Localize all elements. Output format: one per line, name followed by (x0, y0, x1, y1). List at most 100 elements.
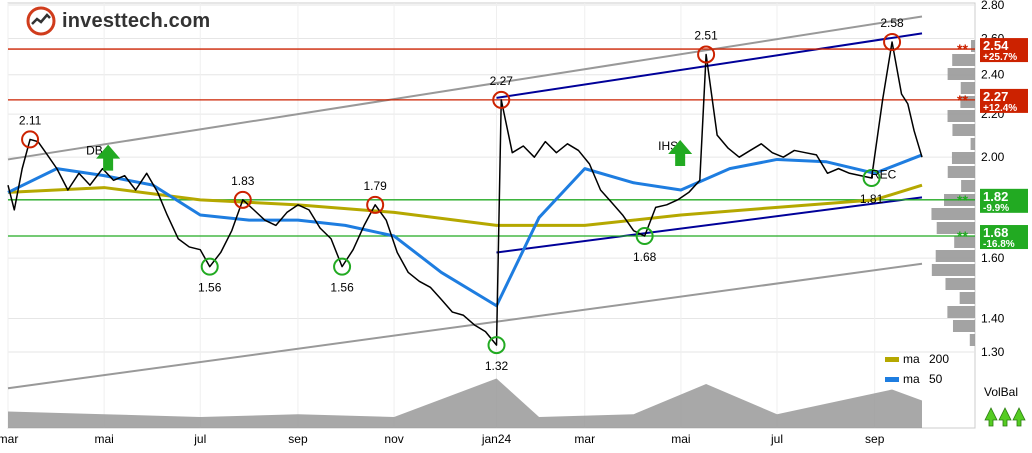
peak-marker (366, 195, 385, 214)
volume-profile-bar (945, 278, 975, 290)
volume-profile-bar (931, 264, 975, 276)
pattern-label: DB (86, 144, 103, 158)
level-change: -9.9% (983, 203, 1009, 214)
peak-marker (883, 33, 902, 52)
level-marker: ** (957, 41, 968, 57)
x-tick-label: mar (0, 432, 18, 446)
level-change: -16.8% (983, 239, 1015, 250)
level-value: 2.54 (983, 38, 1009, 53)
volume-profile-bar (947, 68, 975, 80)
legend-value: 200 (929, 352, 949, 366)
x-tick-label: jan24 (481, 432, 512, 446)
volume-profile-bar (969, 334, 975, 346)
buy-arrow-icon (96, 144, 121, 171)
peak-marker (21, 130, 40, 149)
volume-profile-bar (952, 54, 975, 66)
peak-label: 2.27 (490, 74, 514, 88)
volume-profile-bar (959, 292, 975, 304)
y-tick-label: 1.60 (981, 251, 1005, 265)
level-value: 1.82 (983, 189, 1008, 204)
volume-profile-bar (960, 82, 975, 94)
volume-profile-bar (952, 124, 975, 136)
pattern-label: REC (871, 167, 897, 181)
brand-logo[interactable]: investtech.com (26, 6, 210, 36)
trough-label: 1.56 (330, 281, 354, 295)
x-tick-label: sep (288, 432, 308, 446)
trend-upper-line (496, 32, 923, 99)
channel-upper-line (7, 15, 923, 161)
brand-name: investtech.com (62, 9, 211, 32)
volume-profile-bar (971, 40, 975, 52)
volume-area (8, 378, 922, 428)
level-value: 1.68 (983, 225, 1008, 240)
x-tick-label: mai (94, 432, 113, 446)
volume-profile-bar (931, 208, 975, 220)
peak-marker (697, 45, 716, 64)
legend-swatch (885, 357, 899, 362)
peak-marker (233, 190, 252, 209)
level-marker: ** (957, 228, 968, 244)
x-tick-label: sep (865, 432, 885, 446)
channel-lower-line (7, 262, 923, 390)
volbal-label: VolBal (984, 385, 1018, 399)
peak-label: 2.51 (694, 28, 718, 42)
trough-marker (200, 257, 219, 276)
level-marker: ** (957, 92, 968, 108)
legend-swatch (885, 377, 899, 382)
peak-label: 1.79 (363, 179, 387, 193)
x-tick-label: nov (384, 432, 403, 446)
volume-profile-bar (951, 152, 975, 164)
volume-profile-bar (960, 96, 975, 108)
volume-profile-bar (954, 236, 975, 248)
volume-profile-bar (947, 166, 975, 178)
legend-label: ma (903, 352, 920, 366)
plot-area (7, 2, 976, 429)
trough-label: 1.68 (633, 250, 657, 264)
peak-marker (492, 90, 511, 109)
trough-marker (487, 336, 506, 355)
price-line (7, 41, 923, 346)
level-box-1.68 (980, 225, 1028, 250)
buy-arrow-icon (668, 140, 693, 167)
volume-profile-bar (970, 138, 975, 150)
x-tick-label: jul (770, 432, 783, 446)
y-tick-label: 2.40 (981, 68, 1005, 82)
x-tick-label: jul (193, 432, 206, 446)
x-tick-label: mai (671, 432, 690, 446)
y-tick-label: 1.40 (981, 311, 1005, 325)
legend-label: ma (903, 372, 920, 386)
trend-lower-line (496, 196, 923, 254)
volbal-arrow-icon (984, 407, 998, 427)
volume-profile-bar (947, 110, 975, 122)
x-tick-label: mar (574, 432, 595, 446)
level-change: +25.7% (983, 52, 1017, 63)
volume-profile-bar (947, 306, 975, 318)
level-change: +12.4% (983, 103, 1017, 114)
legend-value: 50 (929, 372, 943, 386)
y-tick-label: 2.00 (981, 150, 1005, 164)
level-value: 2.27 (983, 89, 1008, 104)
trough-marker (862, 168, 881, 187)
volbal-arrow-icon (998, 407, 1012, 427)
level-marker: ** (957, 192, 968, 208)
level-box-2.54 (980, 38, 1028, 63)
peak-label: 2.11 (19, 113, 42, 127)
trough-marker (635, 227, 654, 246)
volume-profile-bar (952, 320, 975, 332)
volbal-arrow-icon (1012, 407, 1026, 427)
ma50-line (7, 153, 923, 308)
peak-label: 1.83 (231, 174, 255, 188)
trough-marker (333, 257, 352, 276)
volume-profile-bar (935, 250, 975, 262)
peak-label: 2.58 (880, 16, 904, 30)
level-box-2.27 (980, 88, 1028, 113)
investtech-logo-icon (26, 6, 56, 36)
volume-profile-bar (936, 222, 975, 234)
trough-label: 1.32 (485, 359, 509, 373)
trough-label: 1.81 (860, 192, 884, 206)
volume-profile-bar (961, 180, 975, 192)
y-tick-label: 1.30 (981, 345, 1005, 359)
trough-label: 1.56 (198, 281, 222, 295)
